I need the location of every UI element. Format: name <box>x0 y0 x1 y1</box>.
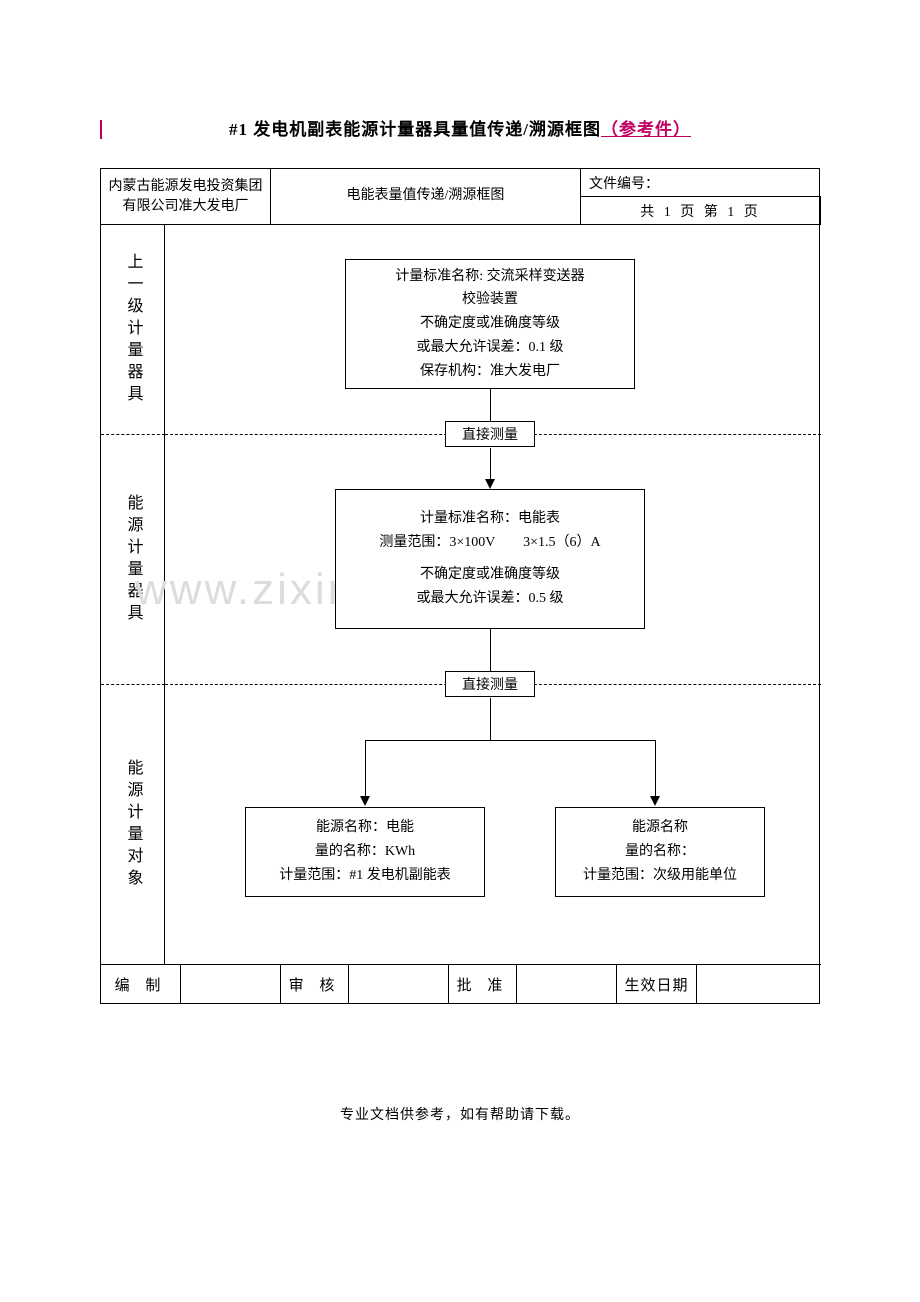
ftr-c3: 批 准 <box>449 965 517 1003</box>
header-org: 内蒙古能源发电投资集团有限公司准大发电厂 <box>101 169 271 225</box>
s3-connector-in <box>490 698 491 740</box>
s1-l1: 计量标准名称: 交流采样变送器 <box>395 265 584 289</box>
s1-connector <box>490 389 491 422</box>
s3-left-arrow-icon <box>360 796 370 806</box>
ftr-c2: 审 核 <box>281 965 349 1003</box>
section-3-left-box: 能源名称：电能 量的名称：KWh 计量范围：#1 发电机副能表 <box>245 807 485 897</box>
section-1: 上一级计量器具 计量标准名称: 交流采样变送器 校验装置 不确定度或准确度等级 … <box>101 225 819 435</box>
section-3-label: 能源计量对象 <box>101 685 165 965</box>
track-change-bar <box>100 120 102 139</box>
page-title: #1 发电机副表能源计量器具量值传递/溯源框图（参考件） <box>100 115 820 140</box>
s2-arrow-in-icon <box>485 479 495 489</box>
s1-l5: 保存机构：准大发电厂 <box>420 360 560 384</box>
section-3-diagram: 能源名称：电能 量的名称：KWh 计量范围：#1 发电机副能表 能源名称 量的名… <box>165 685 821 965</box>
section-3-right-box: 能源名称 量的名称： 计量范围：次级用能单位 <box>555 807 765 897</box>
section-3: 能源计量对象 能源名称：电能 量的名称：KWh 计量范围：#1 发电机副能表 能… <box>101 685 819 965</box>
ftr-b1 <box>181 965 281 1003</box>
page-footer: 专业文档供参考，如有帮助请下载。 <box>100 1104 820 1124</box>
title-ref: （参考件） <box>601 120 691 139</box>
s2-l3: 不确定度或准确度等级 <box>420 563 560 587</box>
section-1-box: 计量标准名称: 交流采样变送器 校验装置 不确定度或准确度等级 或最大允许误差：… <box>345 259 635 389</box>
header-mid-l1: 电能表 <box>347 185 389 207</box>
section-2-diagram: www.zixin.com.cn 计量标准名称：电能表 测量范围：3×100V … <box>165 435 821 685</box>
s3-right-v <box>655 740 656 800</box>
section-2: 能源计量器具 www.zixin.com.cn 计量标准名称：电能表 测量范围：… <box>101 435 819 685</box>
s2-l2: 测量范围：3×100V 3×1.5（6）A <box>379 531 600 555</box>
ftr-c4: 生效日期 <box>617 965 697 1003</box>
footer-row: 编 制 审 核 批 准 生效日期 <box>101 965 819 1003</box>
s1-l3: 不确定度或准确度等级 <box>420 312 560 336</box>
diagram-frame: 内蒙古能源发电投资集团有限公司准大发电厂 电能表 量值传递/溯源框图 文件编号：… <box>100 168 820 1004</box>
section-2-box: 计量标准名称：电能表 测量范围：3×100V 3×1.5（6）A 不确定度或准确… <box>335 489 645 629</box>
s2-connector-in <box>490 448 491 483</box>
ftr-b2 <box>349 965 449 1003</box>
s2-l4: 或最大允许误差：0.5 级 <box>417 587 564 611</box>
header-mid: 电能表 量值传递/溯源框图 <box>271 169 581 225</box>
section-2-label: 能源计量器具 <box>101 435 165 685</box>
s2-link-box: 直接测量 <box>445 671 535 697</box>
s3-split-h <box>365 740 655 741</box>
header-pages: 共 1 页 第 1 页 <box>581 197 821 225</box>
s2-l1: 计量标准名称：电能表 <box>420 507 560 531</box>
ftr-c1: 编 制 <box>101 965 181 1003</box>
s3l-l2: 量的名称：KWh <box>315 840 415 864</box>
s1-l4: 或最大允许误差：0.1 级 <box>417 336 564 360</box>
s3r-l3: 计量范围：次级用能单位 <box>583 864 737 888</box>
section-1-label: 上一级计量器具 <box>101 225 165 435</box>
s1-l2: 校验装置 <box>462 288 518 312</box>
s3l-l3: 计量范围：#1 发电机副能表 <box>279 864 451 888</box>
ftr-b4 <box>697 965 821 1003</box>
s3l-l1: 能源名称：电能 <box>316 816 414 840</box>
page: #1 发电机副表能源计量器具量值传递/溯源框图（参考件） 内蒙古能源发电投资集团… <box>0 0 920 1164</box>
s3-right-arrow-icon <box>650 796 660 806</box>
s3r-l2: 量的名称： <box>625 840 695 864</box>
header-mid-l2: 量值传递/溯源框图 <box>389 185 505 207</box>
header-row: 内蒙古能源发电投资集团有限公司准大发电厂 电能表 量值传递/溯源框图 文件编号：… <box>101 169 819 225</box>
s2-connector-out <box>490 629 491 671</box>
title-main: #1 发电机副表能源计量器具量值传递/溯源框图 <box>229 120 601 139</box>
s3-left-v <box>365 740 366 800</box>
section-1-diagram: 计量标准名称: 交流采样变送器 校验装置 不确定度或准确度等级 或最大允许误差：… <box>165 225 821 435</box>
s3r-l1: 能源名称 <box>632 816 688 840</box>
ftr-b3 <box>517 965 617 1003</box>
header-docno: 文件编号： <box>581 169 821 197</box>
s1-link-box: 直接测量 <box>445 421 535 447</box>
